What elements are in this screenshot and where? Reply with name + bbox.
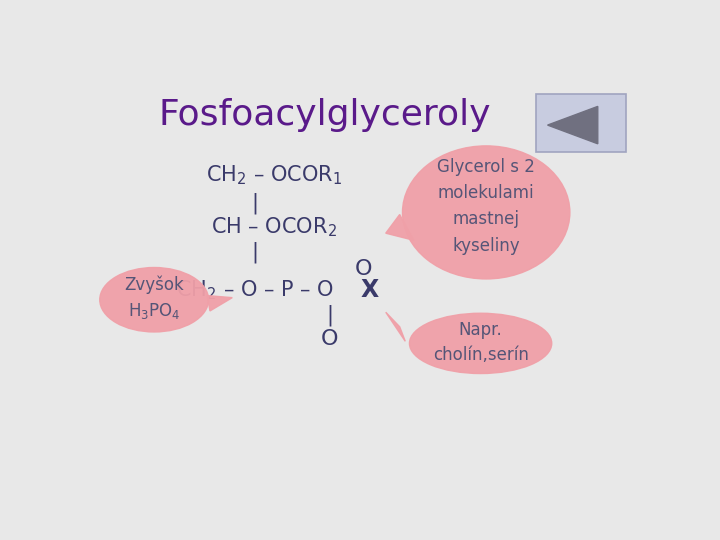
Text: CH$_2$ – OCOR$_1$: CH$_2$ – OCOR$_1$ <box>206 163 342 187</box>
Polygon shape <box>547 106 598 144</box>
Text: Napr.
cholín,serín: Napr. cholín,serín <box>433 321 528 363</box>
Ellipse shape <box>100 267 209 332</box>
Text: CH$_2$ – O – P – O: CH$_2$ – O – P – O <box>176 278 333 302</box>
Text: CH – OCOR$_2$: CH – OCOR$_2$ <box>211 215 337 239</box>
Text: |: | <box>251 242 258 264</box>
Ellipse shape <box>410 313 552 374</box>
Text: Glycerol s 2
molekulami
mastnej
kyseliny: Glycerol s 2 molekulami mastnej kyseliny <box>437 158 535 255</box>
Text: O: O <box>321 329 338 349</box>
Ellipse shape <box>402 146 570 279</box>
Text: X: X <box>361 278 379 302</box>
Text: O: O <box>355 259 372 279</box>
Polygon shape <box>386 214 413 240</box>
Polygon shape <box>386 312 405 341</box>
Text: |: | <box>251 192 258 214</box>
Text: Fosfoacylglyceroly: Fosfoacylglyceroly <box>158 98 490 132</box>
Text: |: | <box>326 305 333 326</box>
FancyBboxPatch shape <box>536 94 626 152</box>
Text: Zvyšok
H$_3$PO$_4$: Zvyšok H$_3$PO$_4$ <box>125 275 184 321</box>
Polygon shape <box>207 295 233 311</box>
